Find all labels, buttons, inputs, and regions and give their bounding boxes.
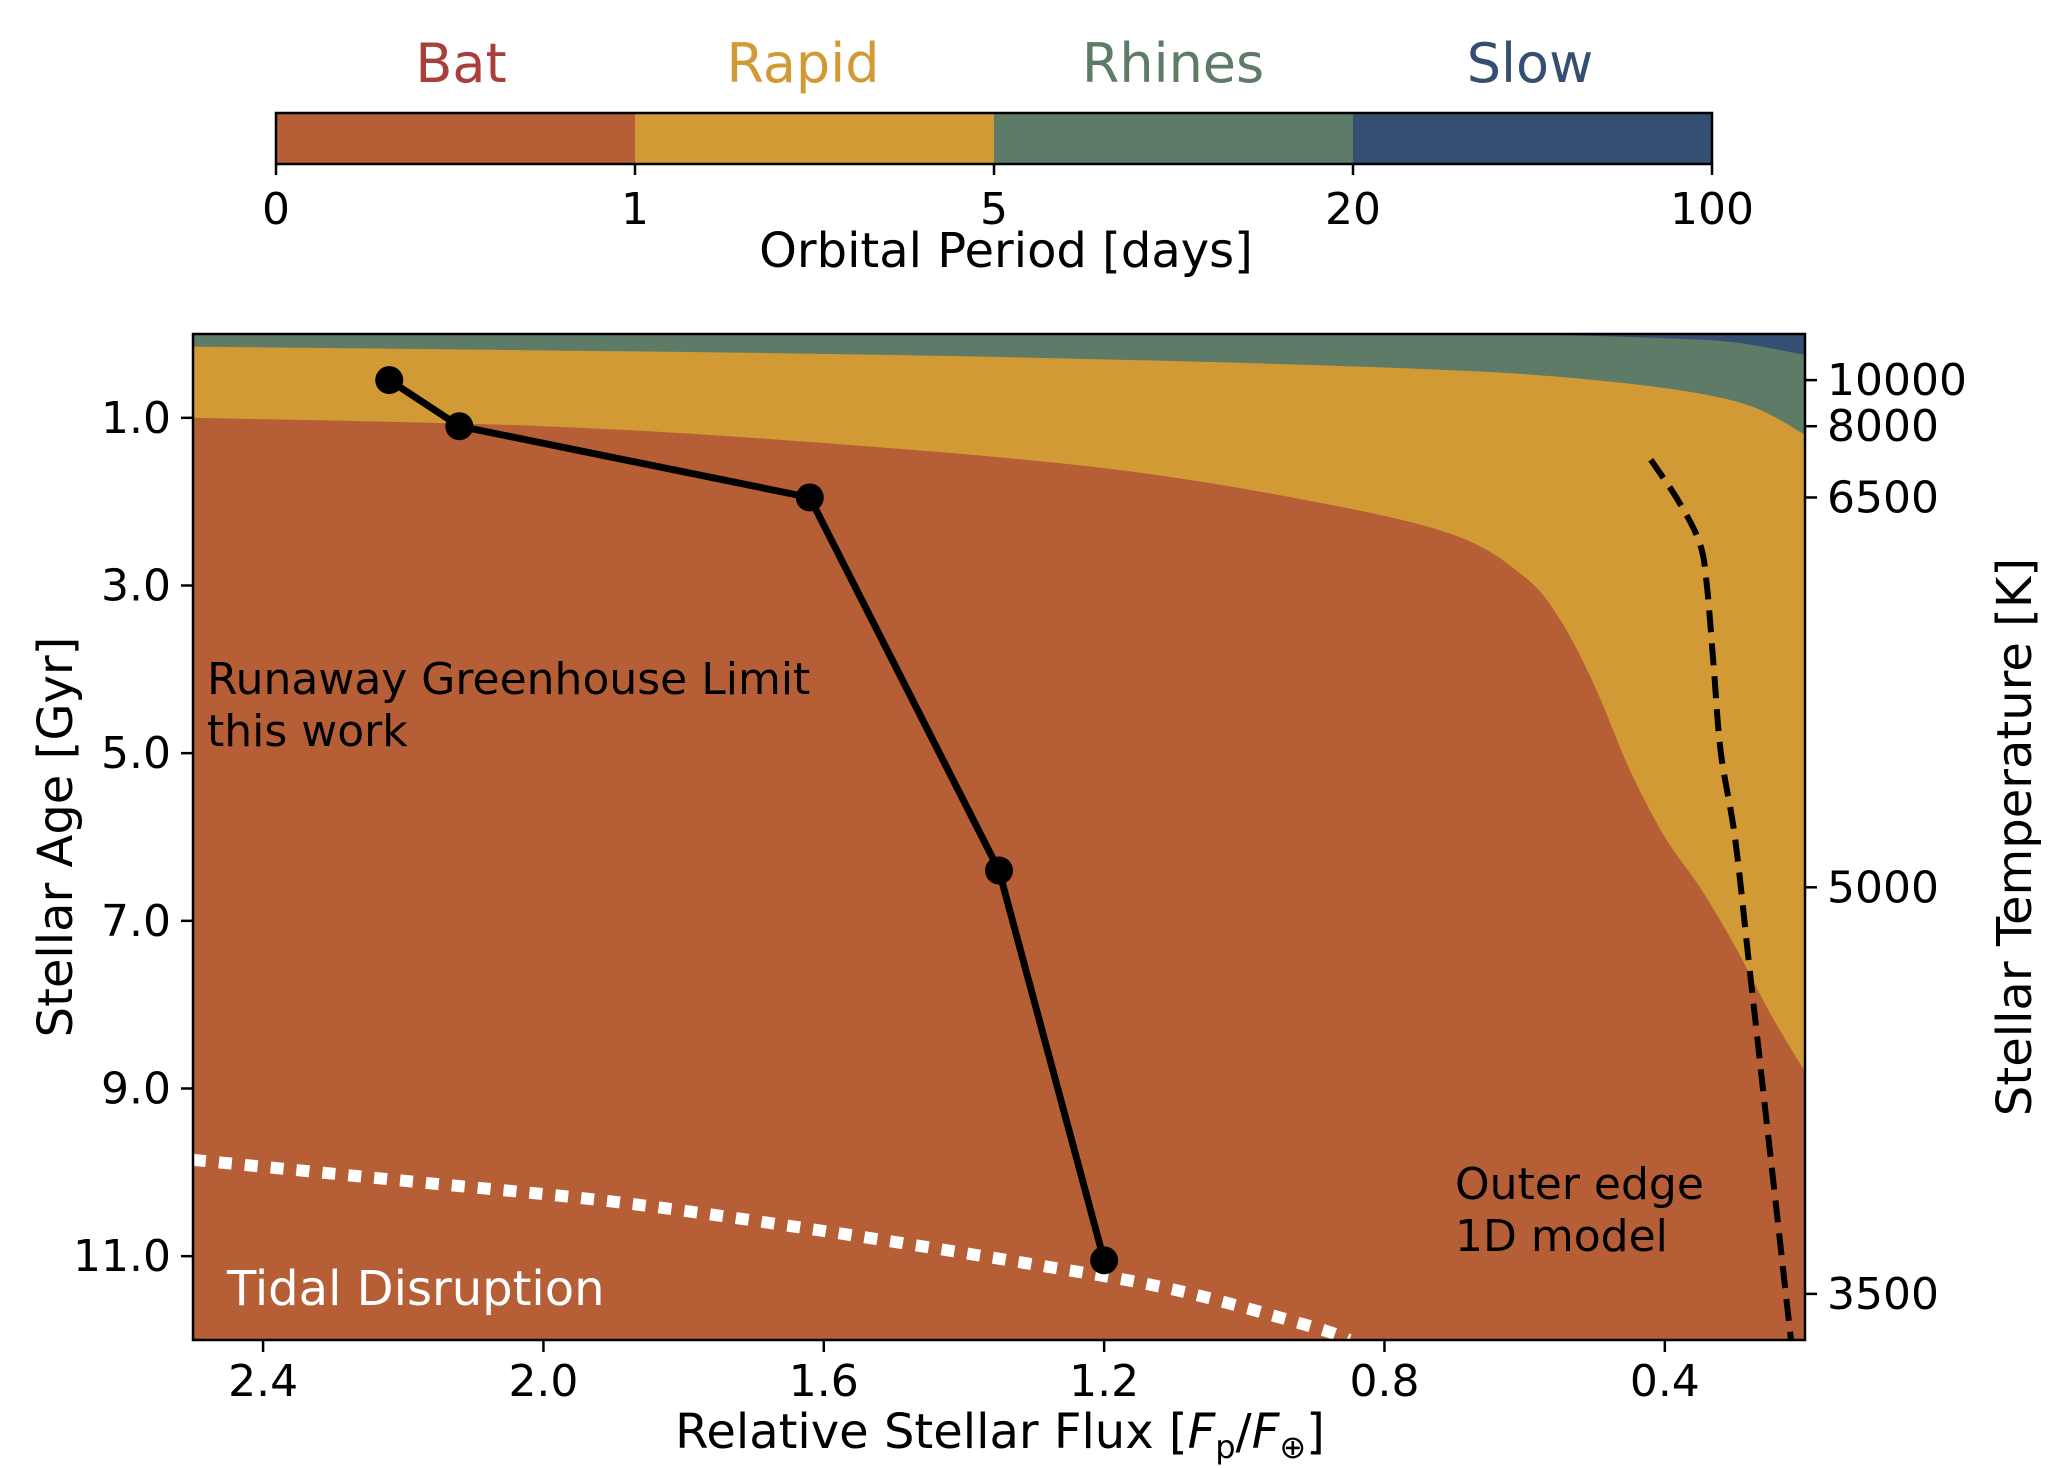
colorbar-label-rhines: Rhines xyxy=(1082,32,1264,95)
series-runaway-marker-4 xyxy=(1090,1246,1119,1275)
x-tick-label-0: 2.4 xyxy=(228,1356,298,1407)
colorbar-segment-rhines xyxy=(994,113,1353,164)
colorbar-segment-slow xyxy=(1353,113,1712,164)
x-tick-label-1: 2.0 xyxy=(508,1356,578,1407)
series-markers xyxy=(375,366,1119,1275)
series-tidal-disruption-line xyxy=(193,1153,1352,1340)
regime-regions xyxy=(193,334,1805,1340)
colorbar-tick-label-20: 20 xyxy=(1325,184,1381,235)
y-axis-ticks: 1.0 3.0 5.0 7.0 9.0 11.0 xyxy=(73,393,193,1282)
colorbar-tick-label-100: 100 xyxy=(1670,184,1754,235)
series-runaway-marker-0 xyxy=(375,366,404,395)
plot-frame xyxy=(191,332,1807,1342)
annotation-runaway-line2: this work xyxy=(207,706,408,757)
y-tick-label-1: 3.0 xyxy=(101,561,171,612)
annotation-outer-line2: 1D model xyxy=(1455,1211,1668,1262)
colorbar-segment-rapid xyxy=(635,113,994,164)
colorbar-label-rapid: Rapid xyxy=(727,32,880,95)
annotation-runaway-line1: Runaway Greenhouse Limit xyxy=(207,654,810,705)
x-axis-label: Relative Stellar Flux [Fp/F⊕] xyxy=(675,1404,1325,1466)
colorbar-axis-label: Orbital Period [days] xyxy=(759,223,1253,279)
y-tick-label-0: 1.0 xyxy=(101,393,171,444)
colorbar-segment-bat xyxy=(276,113,635,164)
region-slow xyxy=(1524,334,1805,355)
y-tick-label-3: 7.0 xyxy=(101,896,171,947)
y2-tick-label-3: 5000 xyxy=(1827,862,1939,913)
y2-tick-label-4: 3500 xyxy=(1827,1269,1939,1320)
x-tick-label-3: 1.2 xyxy=(1069,1356,1139,1407)
y2-tick-label-1: 8000 xyxy=(1827,401,1939,452)
y-tick-label-4: 9.0 xyxy=(101,1064,171,1115)
y-tick-label-5: 11.0 xyxy=(73,1231,171,1282)
annotation-outer-line1: Outer edge xyxy=(1455,1159,1704,1210)
colorbar-tick-label-5: 5 xyxy=(980,184,1008,235)
x-axis-ticks: 2.4 2.0 1.6 1.2 0.8 0.4 xyxy=(228,1340,1700,1407)
colorbar-tick-label-1: 1 xyxy=(621,184,649,235)
y2-tick-label-2: 6500 xyxy=(1827,472,1939,523)
series-runaway-marker-2 xyxy=(795,483,824,512)
y-axis-label: Stellar Age [Gyr] xyxy=(28,637,84,1038)
y-tick-label-2: 5.0 xyxy=(101,728,171,779)
x-tick-label-4: 0.8 xyxy=(1349,1356,1419,1407)
series-runaway-marker-3 xyxy=(985,856,1013,885)
colorbar-tick-label-0: 0 xyxy=(262,184,290,235)
y2-tick-label-0: 10000 xyxy=(1827,355,1967,406)
colorbar-label-slow: Slow xyxy=(1467,32,1593,95)
colorbar-label-bat: Bat xyxy=(415,32,506,95)
main-plot: 2.4 2.0 1.6 1.2 0.8 0.4 1.0 3.0 5.0 7.0 9.0 11.0 1… xyxy=(28,332,2043,1466)
series-runaway-marker-1 xyxy=(445,412,474,441)
annotation-tidal: Tidal Disruption xyxy=(226,1261,605,1317)
y2-axis-label: Stellar Temperature [K] xyxy=(1987,558,2043,1116)
colorbar: Bat Rapid Rhines Slow 0 1 5 20 100 Orbit… xyxy=(262,32,1754,279)
x-tick-label-5: 0.4 xyxy=(1630,1356,1700,1407)
x-tick-label-2: 1.6 xyxy=(789,1356,859,1407)
